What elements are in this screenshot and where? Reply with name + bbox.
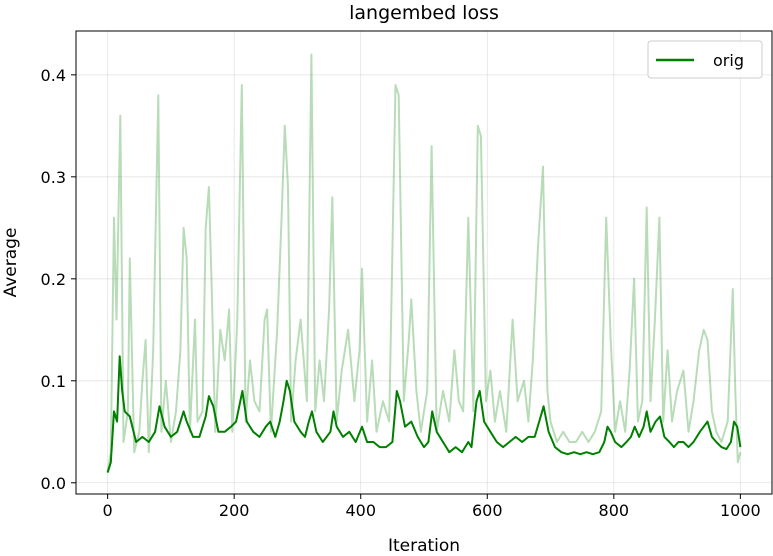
x-tick-label: 200 — [219, 501, 250, 520]
y-tick-label: 0.0 — [41, 474, 66, 493]
y-tick-label: 0.2 — [41, 270, 66, 289]
x-tick-label: 0 — [103, 501, 113, 520]
series-smoothed-line — [106, 355, 742, 473]
y-axis-ticks: 0.0 0.1 0.2 0.3 0.4 — [41, 66, 76, 493]
chart-title: langembed loss — [349, 2, 499, 24]
x-axis-label: Iteration — [388, 536, 460, 556]
grid-lines — [76, 31, 772, 494]
plot-area-frame — [75, 30, 773, 495]
legend-box — [647, 40, 763, 79]
x-axis-ticks: 0 200 400 600 800 1000 — [103, 494, 761, 520]
series-raw-line — [106, 53, 742, 473]
y-tick-label: 0.1 — [41, 372, 66, 391]
y-tick-label: 0.3 — [41, 168, 66, 187]
y-axis-label: Average — [1, 228, 21, 298]
x-tick-label: 1000 — [720, 501, 761, 520]
legend-label: orig — [713, 51, 744, 70]
legend: orig — [647, 40, 763, 79]
x-tick-label: 800 — [599, 501, 630, 520]
series-smoothed-lines — [106, 355, 742, 473]
y-tick-label: 0.4 — [41, 66, 66, 85]
series-raw-lines — [106, 53, 742, 473]
x-tick-label: 400 — [345, 501, 376, 520]
x-tick-label: 600 — [472, 501, 503, 520]
